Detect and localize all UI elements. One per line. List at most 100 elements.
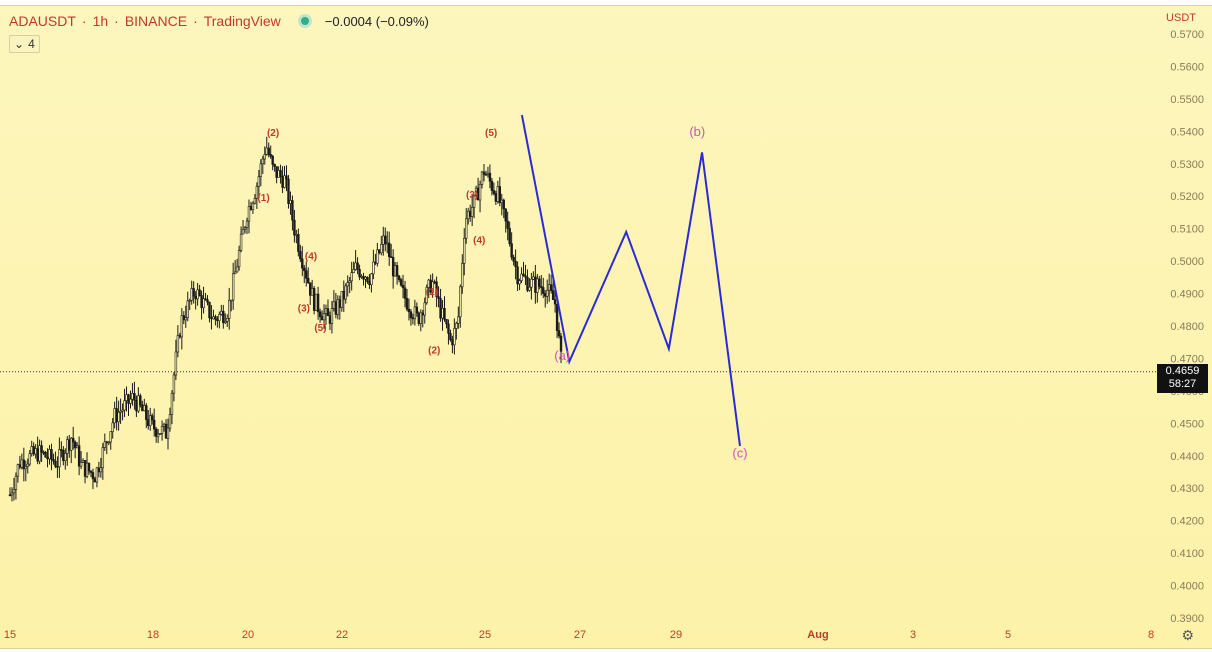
candle-body — [545, 289, 549, 297]
candle-body — [133, 393, 136, 401]
candle-body — [463, 237, 466, 264]
chart-header: ADAUSDT · 1h · BINANCE · TradingView −0.… — [9, 13, 429, 29]
projection-labels: (a) (b) (c) — [554, 124, 747, 460]
candle-body — [514, 260, 517, 268]
x-tick-label: 3 — [910, 629, 916, 641]
candle-body — [36, 448, 39, 462]
candle-body — [364, 276, 367, 280]
plot-area[interactable] — [0, 5, 1212, 649]
candle-body — [267, 147, 270, 155]
candle-body — [413, 306, 417, 320]
candle-body — [310, 288, 314, 296]
candle-body — [504, 208, 507, 222]
y-tick-label: 0.4100 — [1170, 548, 1204, 560]
candle-body — [107, 441, 110, 444]
candle-body — [263, 154, 266, 160]
candle-body — [54, 460, 57, 467]
candle-body — [147, 419, 150, 426]
x-axis[interactable]: 15 18 20 22 25 27 29 Aug 3 5 8 — [4, 629, 1154, 641]
y-tick-label: 0.5700 — [1170, 29, 1204, 41]
candle-body — [417, 312, 421, 324]
current-price-value: 0.4659 — [1165, 365, 1200, 377]
candle-body — [178, 335, 182, 338]
candle-body — [380, 244, 383, 254]
candle-body — [151, 415, 154, 421]
x-tick-label: 20 — [242, 629, 254, 641]
candle-body — [103, 441, 107, 448]
candle-body — [101, 447, 105, 469]
candle-body — [382, 235, 385, 245]
wave-label: (3) — [298, 303, 310, 314]
candle-body — [425, 287, 428, 304]
wave-label: (2) — [428, 346, 440, 357]
candle-body — [95, 467, 99, 483]
wave-label: (4) — [473, 235, 485, 246]
candle-body — [461, 263, 464, 288]
candle-body — [20, 459, 24, 468]
candle-body — [50, 449, 53, 460]
current-price-badge: 0.4659 58:27 — [1157, 364, 1208, 393]
candle-body — [192, 288, 195, 297]
candle-body — [356, 262, 359, 270]
candle-body — [492, 190, 496, 194]
candle-body — [320, 316, 324, 321]
candle-body — [81, 460, 85, 463]
indicators-toggle-button[interactable]: ⌄ 4 — [9, 35, 40, 53]
wave-label: (5) — [314, 323, 326, 334]
candle-body — [188, 300, 191, 302]
candle-body — [455, 323, 458, 329]
candle-body — [135, 399, 138, 412]
candle-body — [125, 394, 128, 402]
candle-body — [91, 472, 95, 480]
candle-body — [328, 315, 332, 324]
candle-body — [206, 299, 209, 303]
candle-body — [283, 175, 286, 188]
candle-body — [486, 172, 490, 175]
candle-body — [399, 279, 403, 286]
candle-body — [547, 284, 551, 291]
candle-body — [496, 186, 500, 202]
candle-body — [152, 419, 156, 430]
candle-body — [447, 323, 450, 334]
settings-gear-icon[interactable]: ⚙ — [1181, 627, 1194, 643]
candle-body — [453, 328, 456, 346]
y-tick-label: 0.4200 — [1170, 516, 1204, 528]
candle-body — [26, 463, 29, 467]
candle-body — [500, 199, 503, 203]
candle-body — [439, 298, 442, 319]
candle-body — [287, 178, 290, 204]
candle-body — [386, 242, 389, 245]
candle-body — [352, 269, 355, 273]
candle-body — [520, 273, 523, 281]
candle-body — [431, 281, 434, 293]
y-tick-label: 0.4700 — [1170, 353, 1204, 365]
interval-label[interactable]: 1h — [92, 13, 109, 29]
candle-body — [516, 266, 519, 285]
candle-body — [372, 261, 375, 275]
candle-body — [459, 286, 462, 318]
candle-body — [360, 276, 363, 278]
candle-body — [387, 242, 391, 257]
candle-body — [237, 250, 241, 268]
candle-body — [330, 308, 334, 324]
candle-body — [312, 288, 316, 311]
candle-body — [210, 317, 213, 320]
candle-body — [555, 303, 559, 331]
candle-body — [123, 400, 126, 411]
candle-body — [233, 271, 237, 275]
candle-body — [40, 445, 43, 453]
candle-body — [297, 234, 300, 252]
candle-body — [52, 459, 55, 462]
candle-body — [478, 184, 482, 201]
candle-body — [295, 234, 298, 236]
indicator-count: 4 — [28, 37, 35, 51]
wave-labels: (2) (1) (4) (3) (5) (1) (2) (3) (4) (5) — [257, 128, 497, 356]
candle-body — [198, 289, 201, 296]
candle-body — [42, 451, 45, 454]
y-axis[interactable]: 0.5700 0.5600 0.5500 0.5400 0.5300 0.5200 0.51… — [1170, 29, 1204, 625]
currency-label[interactable]: USDT — [1166, 12, 1196, 24]
candle-body — [378, 249, 381, 254]
symbol-label[interactable]: ADAUSDT — [9, 13, 76, 29]
